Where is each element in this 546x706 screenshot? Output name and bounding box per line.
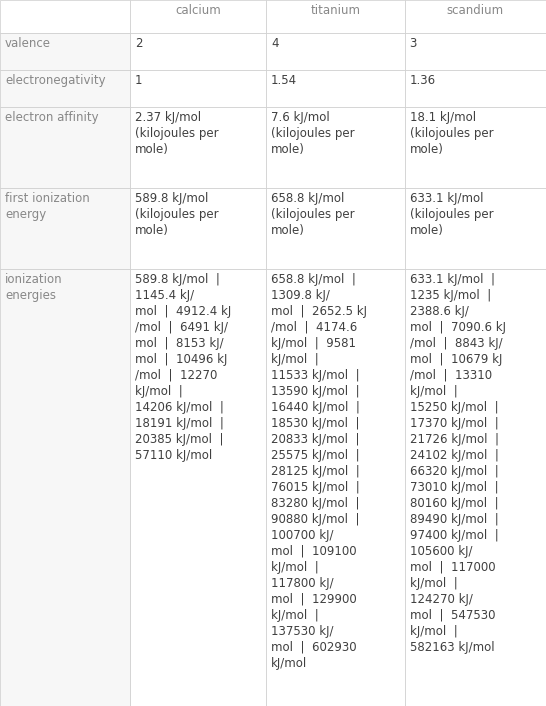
- Bar: [0, 188, 130, 269]
- Bar: [266, 70, 405, 107]
- Text: electron affinity: electron affinity: [5, 111, 99, 124]
- Text: 7.6 kJ/mol
(kilojoules per
mole): 7.6 kJ/mol (kilojoules per mole): [271, 111, 354, 155]
- Bar: [405, 188, 546, 269]
- Text: valence: valence: [5, 37, 51, 50]
- Text: 1.36: 1.36: [410, 74, 436, 87]
- Text: 1: 1: [135, 74, 143, 87]
- Bar: [266, 188, 405, 269]
- Text: 633.1 kJ/mol
(kilojoules per
mole): 633.1 kJ/mol (kilojoules per mole): [410, 192, 493, 237]
- Bar: [266, 0, 405, 33]
- Bar: [130, 0, 266, 33]
- Text: titanium: titanium: [310, 4, 360, 17]
- Text: scandium: scandium: [447, 4, 504, 17]
- Bar: [130, 33, 266, 70]
- Bar: [0, 70, 130, 107]
- Text: first ionization
energy: first ionization energy: [5, 192, 90, 221]
- Bar: [130, 269, 266, 706]
- Bar: [0, 0, 130, 33]
- Text: 3: 3: [410, 37, 417, 50]
- Text: 633.1 kJ/mol  |
1235 kJ/mol  |
2388.6 kJ/
mol  |  7090.6 kJ
/mol  |  8843 kJ/
mo: 633.1 kJ/mol | 1235 kJ/mol | 2388.6 kJ/ …: [410, 273, 506, 654]
- Text: electronegativity: electronegativity: [5, 74, 105, 87]
- Bar: [266, 107, 405, 188]
- Bar: [130, 107, 266, 188]
- Bar: [0, 269, 130, 706]
- Text: 1.54: 1.54: [271, 74, 297, 87]
- Bar: [405, 70, 546, 107]
- Text: 2.37 kJ/mol
(kilojoules per
mole): 2.37 kJ/mol (kilojoules per mole): [135, 111, 218, 155]
- Bar: [0, 107, 130, 188]
- Text: ionization
energies: ionization energies: [5, 273, 63, 302]
- Bar: [130, 70, 266, 107]
- Bar: [405, 33, 546, 70]
- Text: 4: 4: [271, 37, 278, 50]
- Text: 658.8 kJ/mol  |
1309.8 kJ/
mol  |  2652.5 kJ
/mol  |  4174.6
kJ/mol  |  9581
kJ/: 658.8 kJ/mol | 1309.8 kJ/ mol | 2652.5 k…: [271, 273, 367, 670]
- Bar: [266, 269, 405, 706]
- Bar: [0, 33, 130, 70]
- Bar: [405, 107, 546, 188]
- Text: calcium: calcium: [175, 4, 221, 17]
- Text: 589.8 kJ/mol
(kilojoules per
mole): 589.8 kJ/mol (kilojoules per mole): [135, 192, 218, 237]
- Bar: [266, 33, 405, 70]
- Bar: [130, 188, 266, 269]
- Text: 2: 2: [135, 37, 143, 50]
- Bar: [405, 0, 546, 33]
- Text: 589.8 kJ/mol  |
1145.4 kJ/
mol  |  4912.4 kJ
/mol  |  6491 kJ/
mol  |  8153 kJ/
: 589.8 kJ/mol | 1145.4 kJ/ mol | 4912.4 k…: [135, 273, 231, 462]
- Text: 18.1 kJ/mol
(kilojoules per
mole): 18.1 kJ/mol (kilojoules per mole): [410, 111, 493, 155]
- Text: 658.8 kJ/mol
(kilojoules per
mole): 658.8 kJ/mol (kilojoules per mole): [271, 192, 354, 237]
- Bar: [405, 269, 546, 706]
